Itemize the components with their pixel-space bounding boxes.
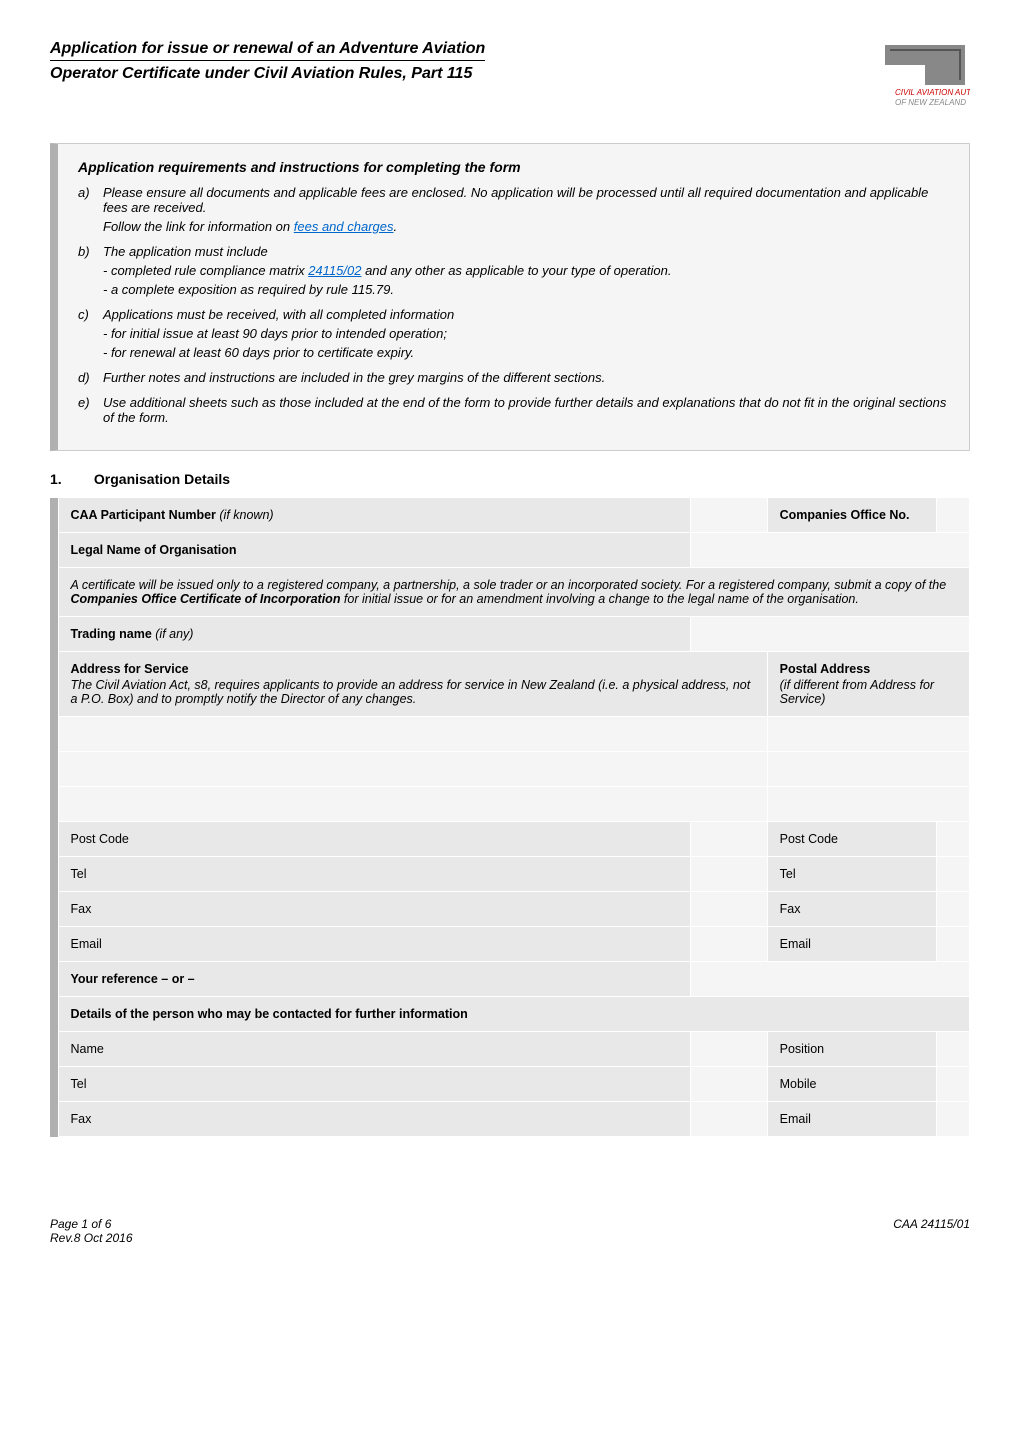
instruction-c-sub2: - for renewal at least 60 days prior to …: [103, 345, 954, 360]
address-service-title: Address for Service: [71, 662, 755, 676]
trading-name-label: Trading name (if any): [58, 617, 690, 652]
postal-address-line1[interactable]: [767, 717, 969, 752]
fax-input-2[interactable]: [937, 892, 970, 927]
instruction-c-text: Applications must be received, with all …: [103, 307, 454, 322]
instruction-c: c) Applications must be received, with a…: [78, 307, 954, 360]
instruction-b-text: The application must include: [103, 244, 268, 259]
caa-logo: CIVIL AVIATION AUTHORITY OF NEW ZEALAND: [810, 40, 970, 123]
instructions-list: a) Please ensure all documents and appli…: [78, 185, 954, 425]
fax-label-1: Fax: [58, 892, 690, 927]
section1-title: Organisation Details: [94, 471, 230, 487]
postcode-label-2: Post Code: [767, 822, 937, 857]
fax-label-2: Fax: [767, 892, 937, 927]
logo-text1: CIVIL AVIATION AUTHORITY: [895, 88, 970, 97]
postal-address-title: Postal Address: [780, 662, 957, 676]
legal-name-label: Legal Name of Organisation: [58, 533, 690, 568]
postal-address-line3[interactable]: [767, 787, 969, 822]
mobile-label: Mobile: [767, 1067, 937, 1102]
instructions-title: Application requirements and instruction…: [78, 159, 954, 175]
instruction-e-text: Use additional sheets such as those incl…: [103, 395, 946, 425]
companies-office-input[interactable]: [937, 498, 970, 533]
position-input[interactable]: [937, 1032, 970, 1067]
tel-label-1: Tel: [58, 857, 690, 892]
address-service-line2[interactable]: [58, 752, 767, 787]
marker-e: e): [78, 395, 90, 410]
page-header: Application for issue or renewal of an A…: [50, 40, 970, 123]
position-label: Position: [767, 1032, 937, 1067]
title-line1: Application for issue or renewal of an A…: [50, 40, 485, 61]
footer-left: Page 1 of 6 Rev.8 Oct 2016: [50, 1217, 133, 1245]
trading-name-input[interactable]: [690, 617, 969, 652]
postal-address-line2[interactable]: [767, 752, 969, 787]
title-line2: Operator Certificate under Civil Aviatio…: [50, 65, 810, 83]
fees-link[interactable]: fees and charges: [294, 219, 394, 234]
postcode-label-1: Post Code: [58, 822, 690, 857]
instruction-c-sub1: - for initial issue at least 90 days pri…: [103, 326, 954, 341]
mobile-input[interactable]: [937, 1067, 970, 1102]
contact-header: Details of the person who may be contact…: [58, 997, 970, 1032]
marker-c: c): [78, 307, 89, 322]
fax-input-1[interactable]: [690, 892, 767, 927]
caa-participant-input[interactable]: [690, 498, 767, 533]
footer-code: CAA 24115/01: [893, 1217, 970, 1231]
instruction-b-sub2: - a complete exposition as required by r…: [103, 282, 954, 297]
instructions-box: Application requirements and instruction…: [50, 143, 970, 451]
page-footer: Page 1 of 6 Rev.8 Oct 2016 CAA 24115/01: [50, 1217, 970, 1245]
instruction-d: d) Further notes and instructions are in…: [78, 370, 954, 385]
title-block: Application for issue or renewal of an A…: [50, 40, 810, 83]
instruction-d-text: Further notes and instructions are inclu…: [103, 370, 605, 385]
section1-heading: 1. Organisation Details: [50, 471, 970, 487]
email-label-1: Email: [58, 927, 690, 962]
email-label-3: Email: [767, 1102, 937, 1137]
reference-label: Your reference – or –: [58, 962, 690, 997]
certificate-note: A certificate will be issued only to a r…: [58, 568, 970, 617]
email-label-2: Email: [767, 927, 937, 962]
footer-right: CAA 24115/01: [893, 1217, 970, 1245]
marker-b: b): [78, 244, 90, 259]
name-label: Name: [58, 1032, 690, 1067]
postal-address-note: (if different from Address for Service): [780, 678, 934, 706]
email-input-1[interactable]: [690, 927, 767, 962]
companies-office-label: Companies Office No.: [767, 498, 937, 533]
footer-rev: Rev.8 Oct 2016: [50, 1231, 133, 1245]
caa-participant-label: CAA Participant Number (if known): [58, 498, 690, 533]
postcode-input-2[interactable]: [937, 822, 970, 857]
footer-page: Page 1 of 6: [50, 1217, 133, 1231]
fax-label-3: Fax: [58, 1102, 690, 1137]
tel-input-2[interactable]: [937, 857, 970, 892]
name-input[interactable]: [690, 1032, 767, 1067]
tel-input-3[interactable]: [690, 1067, 767, 1102]
instruction-a-sub: Follow the link for information on fees …: [103, 219, 954, 234]
reference-input[interactable]: [690, 962, 969, 997]
tel-input-1[interactable]: [690, 857, 767, 892]
instruction-b-sub1: - completed rule compliance matrix 24115…: [103, 263, 954, 278]
postal-address-header: Postal Address (if different from Addres…: [767, 652, 969, 717]
legal-name-input[interactable]: [690, 533, 969, 568]
postcode-input-1[interactable]: [690, 822, 767, 857]
matrix-link[interactable]: 24115/02: [308, 263, 361, 278]
left-stripe: [50, 498, 58, 1137]
instruction-a-text: Please ensure all documents and applicab…: [103, 185, 928, 215]
tel-label-3: Tel: [58, 1067, 690, 1102]
instruction-e: e) Use additional sheets such as those i…: [78, 395, 954, 425]
address-service-line1[interactable]: [58, 717, 767, 752]
tel-label-2: Tel: [767, 857, 937, 892]
fax-input-3[interactable]: [690, 1102, 767, 1137]
address-service-line3[interactable]: [58, 787, 767, 822]
email-input-3[interactable]: [937, 1102, 970, 1137]
address-service-header: Address for Service The Civil Aviation A…: [58, 652, 767, 717]
section1-number: 1.: [50, 471, 90, 487]
caa-logo-svg: CIVIL AVIATION AUTHORITY OF NEW ZEALAND: [810, 40, 970, 120]
address-service-note: The Civil Aviation Act, s8, requires app…: [71, 678, 751, 706]
instruction-b: b) The application must include - comple…: [78, 244, 954, 297]
marker-d: d): [78, 370, 90, 385]
instruction-a: a) Please ensure all documents and appli…: [78, 185, 954, 234]
logo-text2: OF NEW ZEALAND: [895, 98, 966, 107]
marker-a: a): [78, 185, 90, 200]
organisation-details-table: CAA Participant Number (if known) Compan…: [50, 497, 970, 1137]
email-input-2[interactable]: [937, 927, 970, 962]
